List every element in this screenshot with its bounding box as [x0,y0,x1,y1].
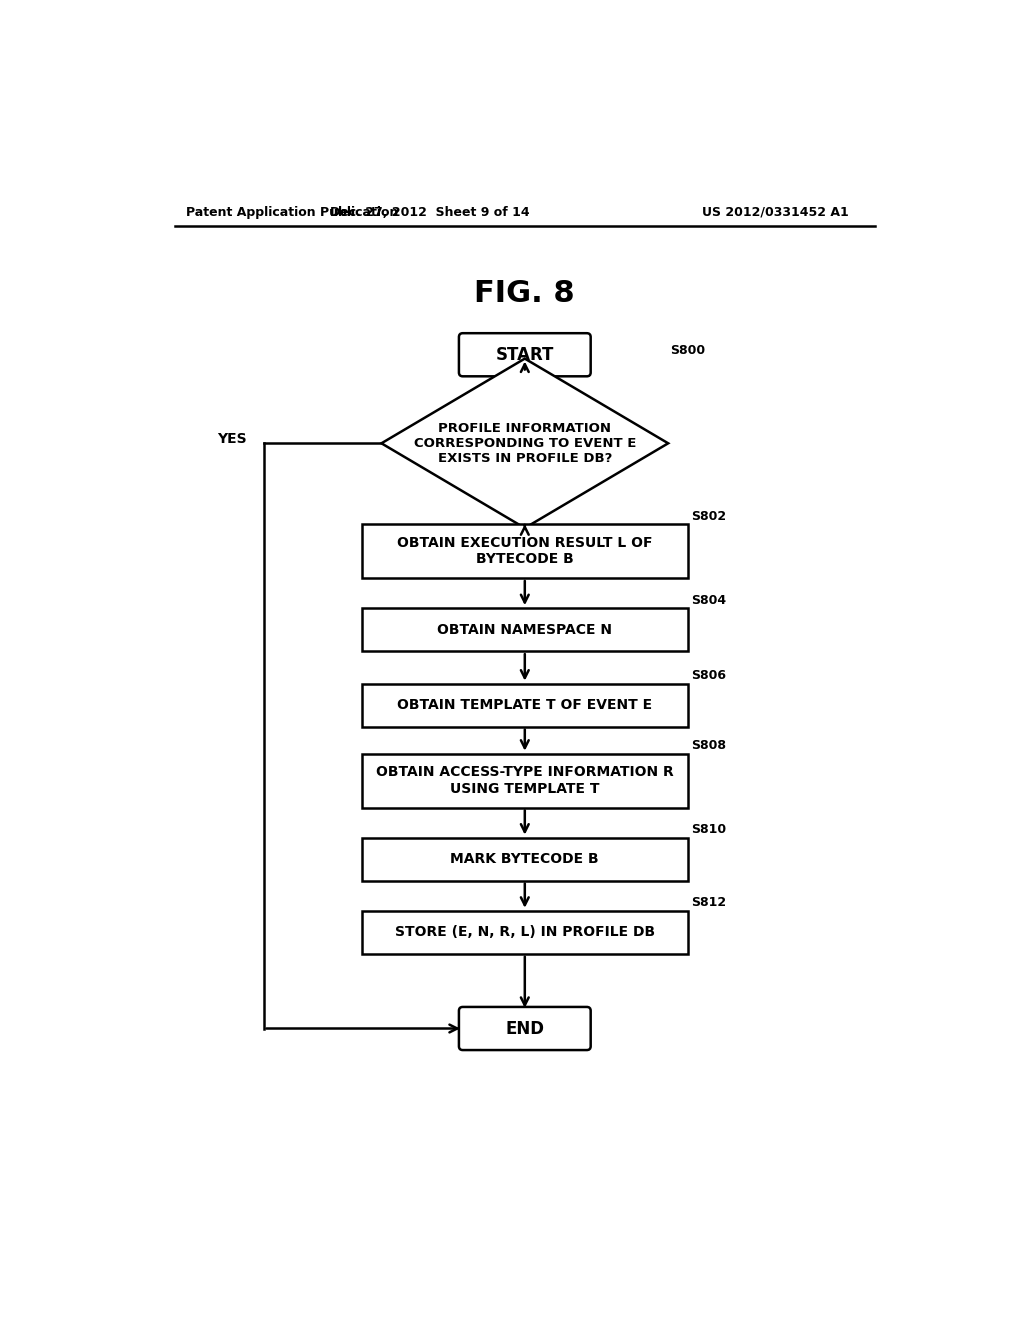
Text: END: END [505,1019,545,1038]
Bar [362,684,687,726]
Text: Patent Application Publication: Patent Application Publication [186,206,398,219]
Text: S804: S804 [691,594,727,607]
FancyBboxPatch shape [459,333,591,376]
Text: START: START [496,346,554,364]
Text: OBTAIN TEMPLATE T OF EVENT E: OBTAIN TEMPLATE T OF EVENT E [397,698,652,711]
Text: YES: YES [217,433,247,446]
Text: Dec. 27, 2012  Sheet 9 of 14: Dec. 27, 2012 Sheet 9 of 14 [331,206,530,219]
Text: OBTAIN NAMESPACE N: OBTAIN NAMESPACE N [437,623,612,636]
Text: S802: S802 [691,510,727,523]
Polygon shape [381,359,669,528]
Text: S810: S810 [691,822,727,836]
Text: OBTAIN ACCESS-TYPE INFORMATION R
USING TEMPLATE T: OBTAIN ACCESS-TYPE INFORMATION R USING T… [376,766,674,796]
Text: S808: S808 [691,739,726,752]
Text: S806: S806 [691,669,726,682]
Text: S812: S812 [691,896,727,909]
Bar [362,754,687,808]
Bar [362,911,687,954]
Bar [362,609,687,651]
Bar [362,524,687,578]
Text: OBTAIN EXECUTION RESULT L OF
BYTECODE B: OBTAIN EXECUTION RESULT L OF BYTECODE B [397,536,652,566]
Text: PROFILE INFORMATION
CORRESPONDING TO EVENT E
EXISTS IN PROFILE DB?: PROFILE INFORMATION CORRESPONDING TO EVE… [414,422,636,465]
Text: FIG. 8: FIG. 8 [474,279,575,308]
Text: MARK BYTECODE B: MARK BYTECODE B [451,853,599,866]
Text: US 2012/0331452 A1: US 2012/0331452 A1 [701,206,848,219]
Text: STORE (E, N, R, L) IN PROFILE DB: STORE (E, N, R, L) IN PROFILE DB [394,925,655,940]
FancyBboxPatch shape [459,1007,591,1051]
Text: NO: NO [495,531,518,545]
Bar [362,837,687,880]
Text: S800: S800 [670,345,705,358]
